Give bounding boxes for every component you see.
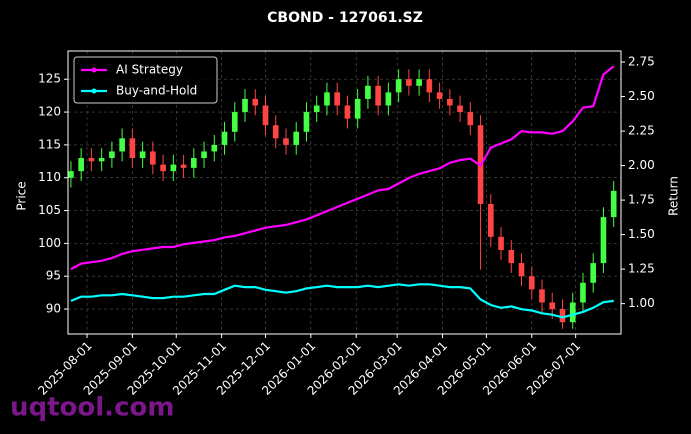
candle-body [539,289,545,303]
candle-body [528,276,535,290]
candle-body [610,190,617,218]
candle-body [88,158,95,162]
y2-tick-label: 1.50 [628,227,655,241]
candle-body [262,105,269,126]
candle-body [272,125,279,139]
candle-body [109,151,115,159]
y2-tick-label: 1.00 [628,296,655,310]
line [70,283,614,319]
y-tick-label: 100 [38,236,61,250]
watermark: uqtool.com [10,393,174,423]
candle-body [447,98,453,106]
y2-tick-label: 2.75 [628,55,655,69]
plot-frame [67,50,622,335]
y2-tick-label: 1.25 [628,262,655,276]
candle-body [426,79,433,93]
candle-body [242,98,248,113]
y-tick-label: 120 [38,105,61,119]
candle-body [68,171,74,178]
candle-body [150,151,156,165]
candle-body [160,164,166,172]
chart-title: CBOND - 127061.SZ [267,10,423,26]
candle-body [190,158,197,168]
y2-tick-label: 2.25 [628,124,655,138]
candle-body [406,79,412,86]
y2-tick-label: 1.75 [628,193,655,207]
candle-body [416,79,422,86]
candle-body [436,92,443,99]
candle-body [221,131,228,145]
y-tick-label: 105 [38,203,61,217]
candle-body [498,236,504,250]
legend-box [73,56,218,104]
candle-body [395,79,402,93]
candle-body [344,105,351,119]
candle-body [375,85,381,106]
candle-body [78,158,84,172]
candle-body [487,203,494,237]
candle-body [549,302,556,310]
y-tick-label: 125 [38,72,61,86]
candle-body [201,151,207,159]
candle-body [559,309,566,323]
legend-label: AI Strategy [116,63,183,77]
candle-body [457,105,463,113]
candle-body [180,164,187,168]
candle-body [211,144,218,152]
candle-body [508,249,515,264]
candle-body [580,282,586,303]
y2-axis-label: Return [667,176,681,216]
candle-body [293,131,300,145]
candle-body [313,105,320,113]
candle-body [385,92,392,106]
candle-body [231,112,238,132]
candle-body [334,92,341,106]
candle-body [283,138,289,145]
line [70,65,615,271]
candle-body [170,164,177,172]
candle-body [365,85,371,99]
legend-marker [91,67,97,73]
candle-body [518,263,525,277]
y-tick-label: 115 [38,137,61,151]
y-tick-label: 90 [46,302,61,316]
legend-label: Buy-and-Hold [116,84,197,98]
y2-tick-label: 2.50 [628,89,655,103]
y2-tick-label: 2.00 [628,158,655,172]
candle-body [303,112,310,132]
candle-body [600,217,607,264]
candle-body [98,158,105,162]
legend-marker [91,88,97,94]
y-tick-label: 110 [38,170,61,184]
candle-body [252,98,259,106]
candle-body [467,112,474,126]
y-tick-label: 95 [46,269,61,283]
candle-body [139,151,146,159]
candle-body [129,138,136,159]
y-axis-label: Price [15,181,29,210]
candle-body [324,92,330,106]
candle-body [119,138,125,152]
legend: AI Strategy Buy-and-Hold [73,56,218,104]
candle-body [569,302,576,323]
candle-body [354,98,361,119]
candle-body [590,263,597,283]
